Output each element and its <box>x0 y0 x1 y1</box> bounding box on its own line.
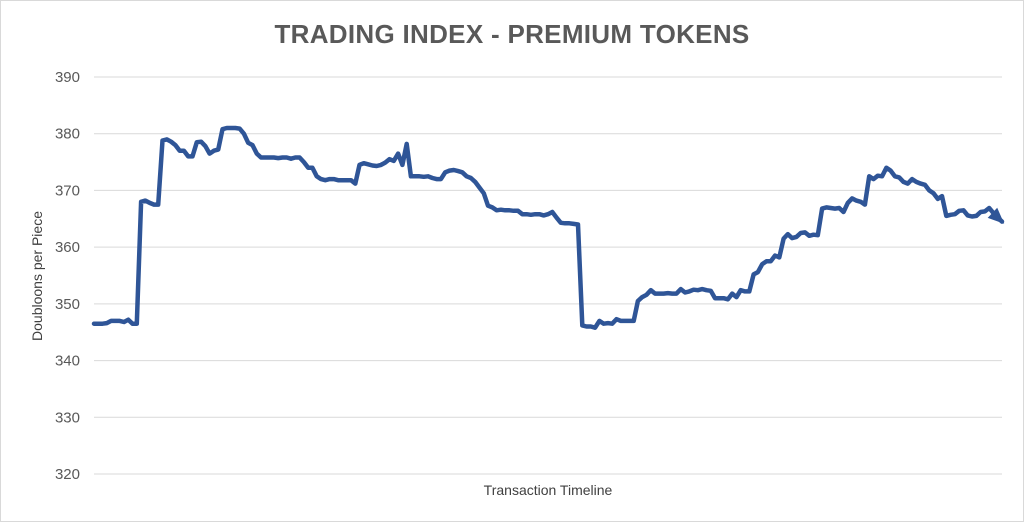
series-end-arrow <box>987 207 1005 224</box>
series-line <box>91 125 1005 330</box>
y-tick-label: 340 <box>55 353 80 370</box>
y-tick-label: 330 <box>55 409 80 426</box>
chart-title: TRADING INDEX - PREMIUM TOKENS <box>274 19 750 49</box>
y-axis-title: Doubloons per Piece <box>29 211 45 341</box>
y-tick-label: 360 <box>55 239 80 256</box>
y-tick-label: 390 <box>55 69 80 86</box>
x-axis-title: Transaction Timeline <box>484 482 613 498</box>
y-tick-label: 350 <box>55 296 80 313</box>
gridlines <box>94 76 1002 475</box>
y-axis-tick-labels: 320 330 340 350 360 370 380 390 <box>55 69 80 483</box>
y-tick-label: 320 <box>55 466 80 483</box>
y-tick-label: 380 <box>55 126 80 143</box>
series-line-layer <box>91 125 1005 330</box>
y-tick-label: 370 <box>55 182 80 199</box>
